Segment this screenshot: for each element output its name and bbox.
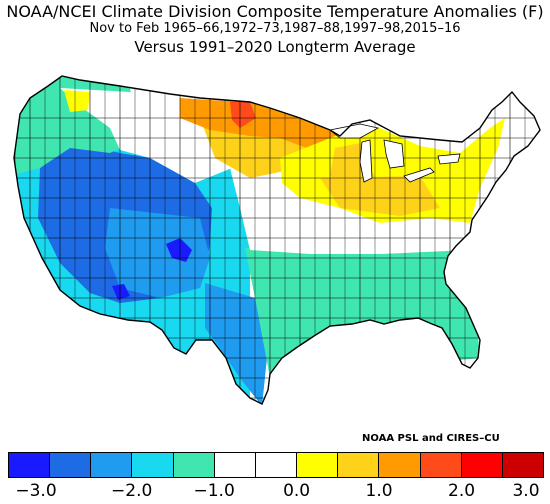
colorbar-tick-labels: −3.0 −2.0 −1.0 0.0 1.0 2.0 3.0 — [0, 481, 550, 503]
lake-erie — [403, 167, 435, 183]
colorbar-tick-label: 0.0 — [283, 481, 311, 501]
colorbar-tick-label: 2.0 — [448, 481, 476, 501]
colorbar-swatch — [50, 453, 92, 477]
map-subtitle-baseline: Versus 1991–2020 Longterm Average — [134, 38, 416, 56]
colorbar-swatch — [132, 453, 174, 477]
colorbar-swatch — [255, 453, 298, 477]
colorbar-tick-label: −3.0 — [15, 481, 57, 501]
colorbar-tick-label: 1.0 — [365, 481, 393, 501]
colorbar-swatch — [338, 453, 380, 477]
colorbar-legend — [8, 452, 544, 478]
colorbar-swatch — [214, 453, 256, 477]
colorbar-swatch — [173, 453, 215, 477]
lake-ontario — [437, 153, 461, 165]
colorbar-tick-label: 3.0 — [512, 481, 540, 501]
map-title: NOAA/NCEI Climate Division Composite Tem… — [6, 2, 544, 21]
colorbar-swatch — [461, 453, 503, 477]
us-outline — [13, 75, 541, 405]
region-fill-texas-blue — [205, 283, 270, 404]
source-credit: NOAA PSL and CIRES–CU — [362, 433, 500, 444]
region-fill-four-corners-darkblue — [166, 238, 192, 262]
us-climate-division-map — [13, 75, 541, 405]
region-fill-southwest-lightblue — [105, 208, 210, 298]
region-fill-az-darkblue — [112, 284, 130, 300]
colorbar-swatch — [297, 453, 339, 477]
region-fill-montana-yellow — [64, 90, 90, 112]
colorbar-swatch — [420, 453, 462, 477]
colorbar-swatch — [91, 453, 133, 477]
lake-huron — [383, 139, 405, 169]
lake-michigan — [359, 139, 373, 183]
colorbar-swatch — [9, 453, 51, 477]
region-fill-minnesota-red — [230, 102, 256, 128]
colorbar-swatch — [379, 453, 421, 477]
map-subtitle-period: Nov to Feb 1965–66,1972–73,1987–88,1997–… — [89, 21, 461, 36]
colorbar-swatch — [502, 453, 544, 477]
colorbar-tick-label: −2.0 — [111, 481, 153, 501]
colorbar-tick-label: −1.0 — [193, 481, 235, 501]
region-fill-ohio-valley-gold — [320, 176, 440, 216]
